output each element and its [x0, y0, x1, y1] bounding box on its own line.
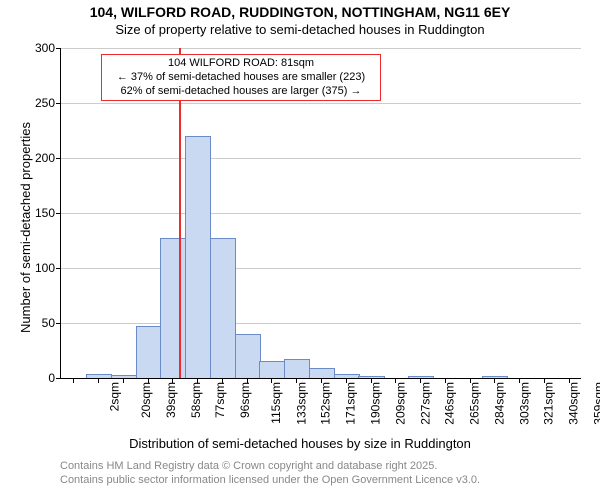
y-tick-label: 300	[35, 41, 55, 55]
x-tick	[494, 378, 495, 383]
histogram-bar	[160, 238, 186, 378]
histogram-bar	[235, 334, 261, 378]
x-tick	[470, 378, 471, 383]
x-tick-label: 340sqm	[567, 382, 581, 425]
x-tick	[222, 378, 223, 383]
x-tick-label: 246sqm	[443, 382, 457, 425]
x-tick	[569, 378, 570, 383]
gridline	[61, 103, 581, 104]
y-tick	[56, 378, 61, 379]
x-tick-label: 190sqm	[369, 382, 383, 425]
x-tick	[346, 378, 347, 383]
histogram-bar	[185, 136, 211, 378]
x-tick-label: 303sqm	[517, 382, 531, 425]
histogram-bar	[111, 375, 137, 378]
gridline	[61, 158, 581, 159]
x-tick	[98, 378, 99, 383]
x-tick	[519, 378, 520, 383]
x-tick-label: 209sqm	[393, 382, 407, 425]
y-tick	[56, 213, 61, 214]
x-tick-label: 359sqm	[592, 382, 600, 425]
y-tick-label: 50	[42, 316, 55, 330]
x-tick-label: 227sqm	[418, 382, 432, 425]
x-tick-label: 77sqm	[213, 382, 227, 418]
annotation-line3: 62% of semi-detached houses are larger (…	[108, 85, 374, 99]
annotation-line2: ← 37% of semi-detached houses are smalle…	[108, 71, 374, 85]
footer-line2: Contains public sector information licen…	[60, 474, 480, 486]
x-axis-label: Distribution of semi-detached houses by …	[0, 436, 600, 451]
x-tick	[123, 378, 124, 383]
y-tick	[56, 48, 61, 49]
x-tick	[420, 378, 421, 383]
y-tick-label: 250	[35, 96, 55, 110]
x-tick	[371, 378, 372, 383]
x-tick	[544, 378, 545, 383]
histogram-bar	[210, 238, 236, 378]
x-tick-label: 2sqm	[108, 382, 122, 411]
x-tick-label: 115sqm	[269, 382, 283, 424]
histogram-chart: 104, WILFORD ROAD, RUDDINGTON, NOTTINGHA…	[0, 0, 600, 500]
x-tick	[247, 378, 248, 383]
y-tick	[56, 268, 61, 269]
y-tick	[56, 103, 61, 104]
x-tick-label: 321sqm	[542, 382, 556, 425]
y-tick-label: 0	[48, 371, 55, 385]
y-tick	[56, 323, 61, 324]
y-tick-label: 200	[35, 151, 55, 165]
x-tick-label: 284sqm	[493, 382, 507, 425]
x-tick-label: 152sqm	[319, 382, 333, 425]
x-tick-label: 39sqm	[164, 382, 178, 418]
x-tick	[395, 378, 396, 383]
x-tick-label: 133sqm	[294, 382, 308, 425]
gridline	[61, 323, 581, 324]
plot-area: 0501001502002503002sqm20sqm39sqm58sqm77s…	[60, 48, 581, 379]
x-tick-label: 265sqm	[468, 382, 482, 425]
histogram-bar	[136, 326, 162, 378]
y-tick	[56, 158, 61, 159]
gridline	[61, 48, 581, 49]
histogram-bar	[259, 361, 285, 379]
x-tick	[296, 378, 297, 383]
x-tick-label: 96sqm	[238, 382, 252, 418]
x-tick-label: 58sqm	[189, 382, 203, 418]
x-tick	[148, 378, 149, 383]
histogram-bar	[284, 359, 310, 378]
chart-subtitle: Size of property relative to semi-detach…	[0, 22, 600, 37]
x-tick-label: 20sqm	[139, 382, 153, 418]
gridline	[61, 213, 581, 214]
y-tick-label: 100	[35, 261, 55, 275]
y-axis-label: Number of semi-detached properties	[18, 122, 33, 333]
footer-line1: Contains HM Land Registry data © Crown c…	[60, 460, 437, 472]
y-tick-label: 150	[35, 206, 55, 220]
gridline	[61, 268, 581, 269]
x-tick	[445, 378, 446, 383]
x-tick	[271, 378, 272, 383]
x-tick-label: 171sqm	[344, 382, 358, 425]
x-tick	[73, 378, 74, 383]
x-tick	[172, 378, 173, 383]
annotation-box: 104 WILFORD ROAD: 81sqm ← 37% of semi-de…	[101, 54, 381, 101]
histogram-bar	[334, 374, 360, 378]
histogram-bar	[309, 368, 335, 378]
x-tick	[321, 378, 322, 383]
x-tick	[197, 378, 198, 383]
annotation-line1: 104 WILFORD ROAD: 81sqm	[108, 57, 374, 71]
chart-title: 104, WILFORD ROAD, RUDDINGTON, NOTTINGHA…	[0, 4, 600, 20]
